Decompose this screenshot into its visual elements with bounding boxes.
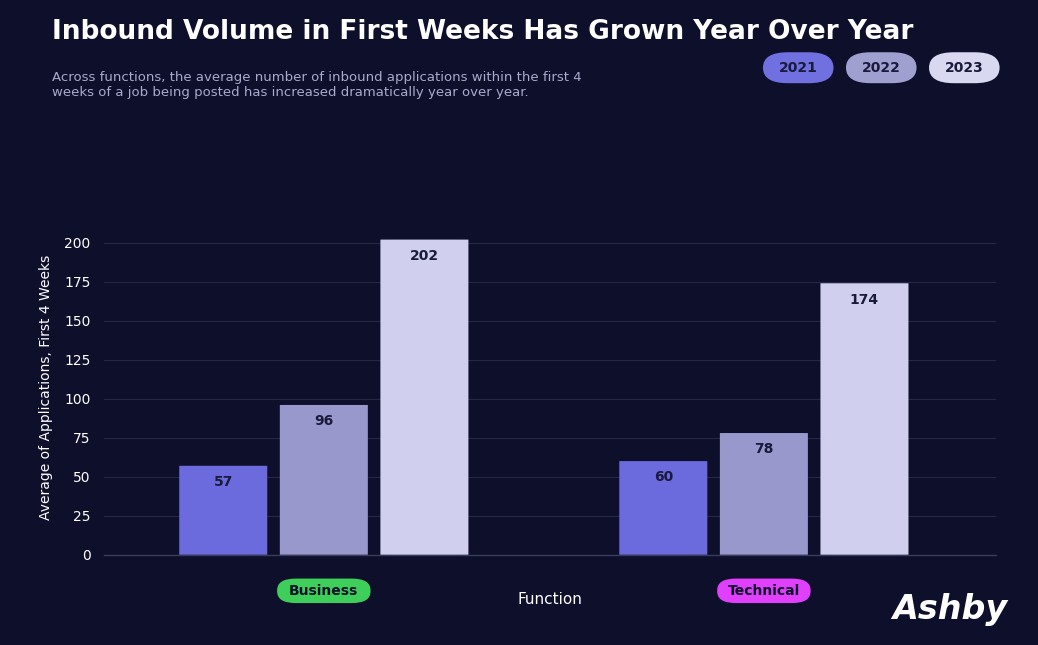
Text: Across functions, the average number of inbound applications within the first 4
: Across functions, the average number of … [52, 71, 581, 99]
Text: 2023: 2023 [945, 61, 984, 75]
FancyBboxPatch shape [720, 433, 808, 555]
Text: Function: Function [518, 592, 582, 608]
Text: 60: 60 [654, 470, 673, 484]
Text: 78: 78 [755, 442, 773, 457]
FancyBboxPatch shape [620, 461, 707, 555]
Text: 96: 96 [315, 414, 333, 428]
FancyBboxPatch shape [380, 239, 468, 555]
Y-axis label: Average of Applications, First 4 Weeks: Average of Applications, First 4 Weeks [39, 254, 53, 520]
Text: Business: Business [290, 584, 358, 598]
Text: 202: 202 [410, 249, 439, 263]
Text: 2021: 2021 [778, 61, 818, 75]
Text: Inbound Volume in First Weeks Has Grown Year Over Year: Inbound Volume in First Weeks Has Grown … [52, 19, 913, 45]
FancyBboxPatch shape [820, 283, 908, 555]
FancyBboxPatch shape [180, 466, 267, 555]
Text: Technical: Technical [728, 584, 800, 598]
FancyBboxPatch shape [280, 405, 367, 555]
Text: 174: 174 [850, 293, 879, 306]
Text: Ashby: Ashby [892, 593, 1007, 626]
Text: 57: 57 [214, 475, 233, 489]
Text: 2022: 2022 [862, 61, 901, 75]
